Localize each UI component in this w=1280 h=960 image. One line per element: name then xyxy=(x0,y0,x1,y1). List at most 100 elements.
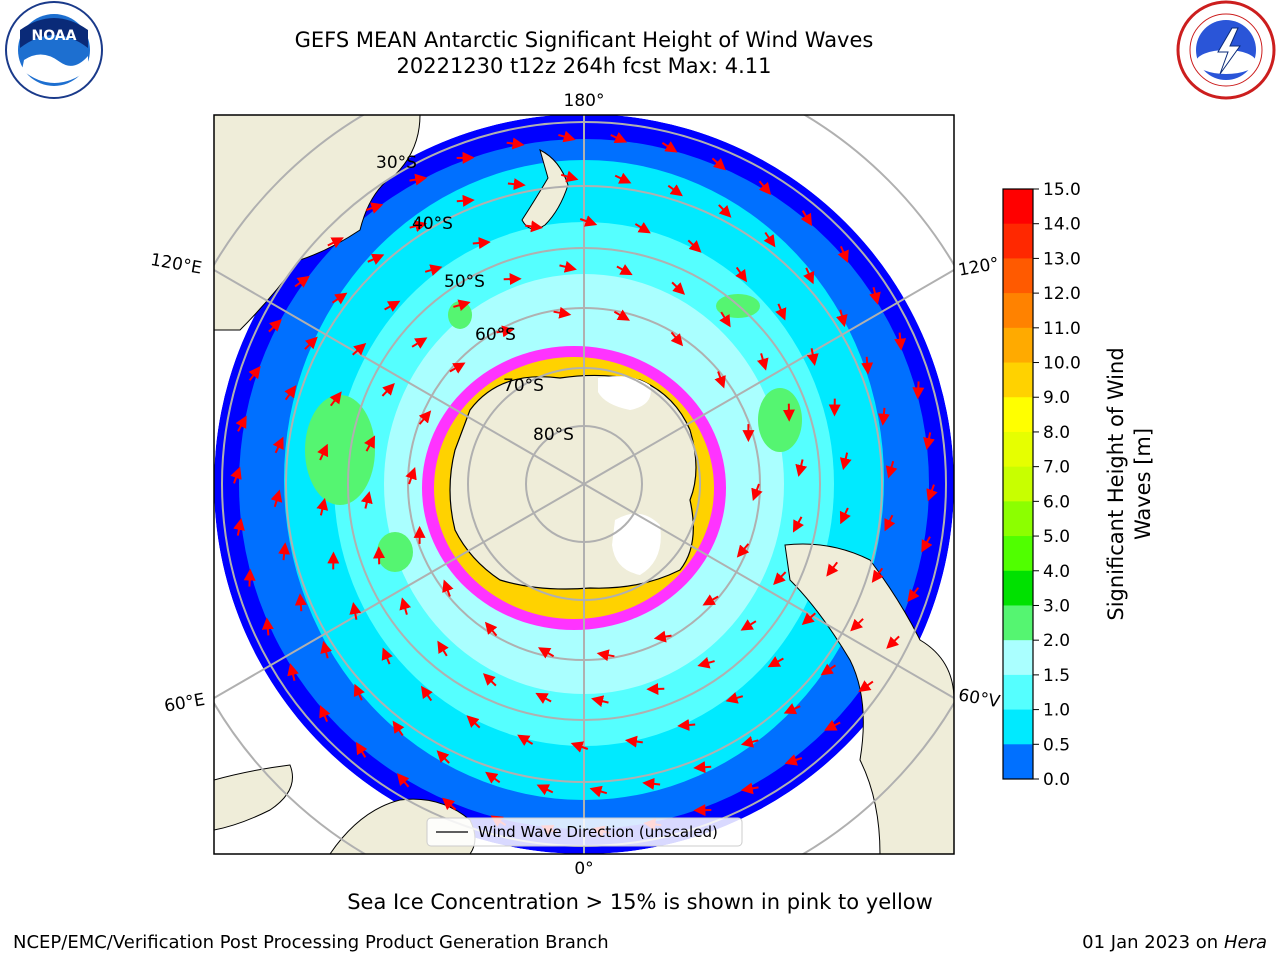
wind-wave-arrow xyxy=(826,561,839,577)
colorbar-band xyxy=(1003,536,1033,572)
wind-wave-arrow xyxy=(616,264,633,276)
legend-label: Wind Wave Direction (unscaled) xyxy=(478,823,718,841)
wind-wave-arrows xyxy=(230,130,938,838)
wind-wave-arrow xyxy=(926,484,938,502)
wind-wave-arrow xyxy=(894,332,907,351)
wind-wave-arrow xyxy=(697,656,715,669)
graticule xyxy=(214,115,954,854)
wind-wave-arrow xyxy=(740,782,759,795)
wind-wave-arrow xyxy=(634,222,651,234)
wind-wave-arrow xyxy=(835,309,848,328)
colorbar-band xyxy=(1003,674,1033,711)
wind-wave-arrow xyxy=(560,170,579,183)
colorbar-tick-label: 6.0 xyxy=(1043,492,1070,512)
footer-host: Hera xyxy=(1223,932,1267,953)
colorbar-band xyxy=(1003,431,1033,468)
wind-wave-arrow xyxy=(268,319,282,333)
colorbar-band xyxy=(1003,258,1033,294)
wind-wave-arrow xyxy=(559,260,577,273)
wind-wave-arrow xyxy=(784,754,803,766)
wind-wave-arrow xyxy=(396,772,410,788)
wind-wave-arrow xyxy=(365,202,384,214)
colorbar-tick-label: 7.0 xyxy=(1043,458,1070,478)
colorbar-band xyxy=(1003,189,1033,225)
wind-wave-arrow xyxy=(485,771,501,784)
colorbar-band xyxy=(1003,223,1033,259)
australia-land xyxy=(214,115,421,331)
lat-label-40s: 40°S xyxy=(412,214,453,234)
wind-wave-arrow xyxy=(614,172,632,184)
colorbar-tick-label: 15.0 xyxy=(1043,180,1081,200)
colorbar-tick-label: 3.0 xyxy=(1043,596,1070,616)
lon-label-120w: 120° xyxy=(957,254,1001,281)
wind-wave-arrow xyxy=(248,366,261,381)
wind-wave-arrow xyxy=(801,612,816,626)
wind-wave-arrow xyxy=(795,459,808,477)
lat-label-60s: 60°S xyxy=(475,325,516,345)
lon-label-180: 180° xyxy=(564,91,605,111)
wind-wave-arrow xyxy=(320,640,333,659)
map-frame xyxy=(213,114,955,855)
wind-wave-arrow xyxy=(538,647,555,659)
wind-wave-arrow xyxy=(553,306,572,319)
wind-wave-arrow xyxy=(671,281,686,295)
wind-wave-arrow xyxy=(349,602,362,620)
wind-wave-arrow xyxy=(525,220,544,233)
wind-wave-arrow xyxy=(886,635,900,649)
colorbar-band xyxy=(1003,397,1033,433)
colorbar-band xyxy=(1003,570,1033,606)
colorbar-band xyxy=(1003,501,1033,537)
wind-wave-arrow xyxy=(405,467,417,485)
chart-subtitle: 20221230 t12z 264h fcst Max: 4.11 xyxy=(396,54,772,78)
wind-wave-arrow xyxy=(294,593,307,612)
wind-wave-arrow xyxy=(667,184,683,197)
wind-wave-arrow xyxy=(775,303,787,321)
noaa-logo: NOAA xyxy=(5,1,103,99)
wind-wave-arrow xyxy=(331,292,348,305)
wind-wave-arrow xyxy=(449,362,466,374)
lon-label-60e: 60°E xyxy=(163,690,207,717)
wind-wave-arrow xyxy=(453,299,471,312)
wind-wave-arrow xyxy=(763,231,776,248)
colorbar-tick-label: 13.0 xyxy=(1043,249,1081,269)
wind-wave-arrow xyxy=(411,337,428,349)
wind-wave-arrow xyxy=(399,597,412,615)
wind-wave-arrow xyxy=(472,237,491,249)
wind-wave-arrow xyxy=(591,695,609,708)
colorbar-band xyxy=(1003,605,1033,641)
colorbar-band xyxy=(1003,293,1033,329)
wind-wave-arrow xyxy=(773,571,787,586)
wind-wave-arrow xyxy=(589,785,608,798)
colorbar xyxy=(1003,189,1033,780)
colorbar-tick-label: 1.0 xyxy=(1043,701,1070,721)
colorbar-label-line2: Waves [m] xyxy=(1131,428,1155,540)
lat-label-30s: 30°S xyxy=(376,153,417,173)
svg-text:NOAA: NOAA xyxy=(32,28,77,44)
sea-ice-note: Sea Ice Concentration > 15% is shown in … xyxy=(347,890,933,914)
wind-wave-arrow xyxy=(424,264,443,276)
wind-wave-arrow xyxy=(352,342,367,356)
wind-wave-arrow xyxy=(409,173,428,186)
wind-wave-arrow xyxy=(884,514,896,532)
colorbar-tick-label: 8.0 xyxy=(1043,423,1070,443)
wind-wave-arrow xyxy=(284,385,297,401)
wind-wave-arrow xyxy=(420,685,433,702)
wind-wave-arrow xyxy=(319,705,331,722)
wind-wave-arrow xyxy=(496,325,515,338)
wind-wave-arrow xyxy=(839,452,852,471)
wind-wave-arrow xyxy=(235,415,247,432)
lat-label-50s: 50°S xyxy=(444,272,485,292)
wind-wave-arrow xyxy=(507,178,526,191)
wind-wave-arrow xyxy=(877,407,890,426)
wind-wave-arrow xyxy=(653,630,672,643)
wind-wave-arrow xyxy=(610,132,628,143)
wind-wave-arrow xyxy=(792,516,804,533)
wind-wave-arrow xyxy=(316,497,329,516)
wind-wave-arrow xyxy=(921,536,933,553)
footer-date: 01 Jan 2023 on Hera xyxy=(1082,932,1267,953)
wind-wave-arrow xyxy=(329,391,342,407)
wind-wave-arrow xyxy=(287,663,299,681)
colorbar-label-line1: Significant Height of Wind xyxy=(1104,347,1128,620)
wind-wave-arrow xyxy=(839,507,851,525)
